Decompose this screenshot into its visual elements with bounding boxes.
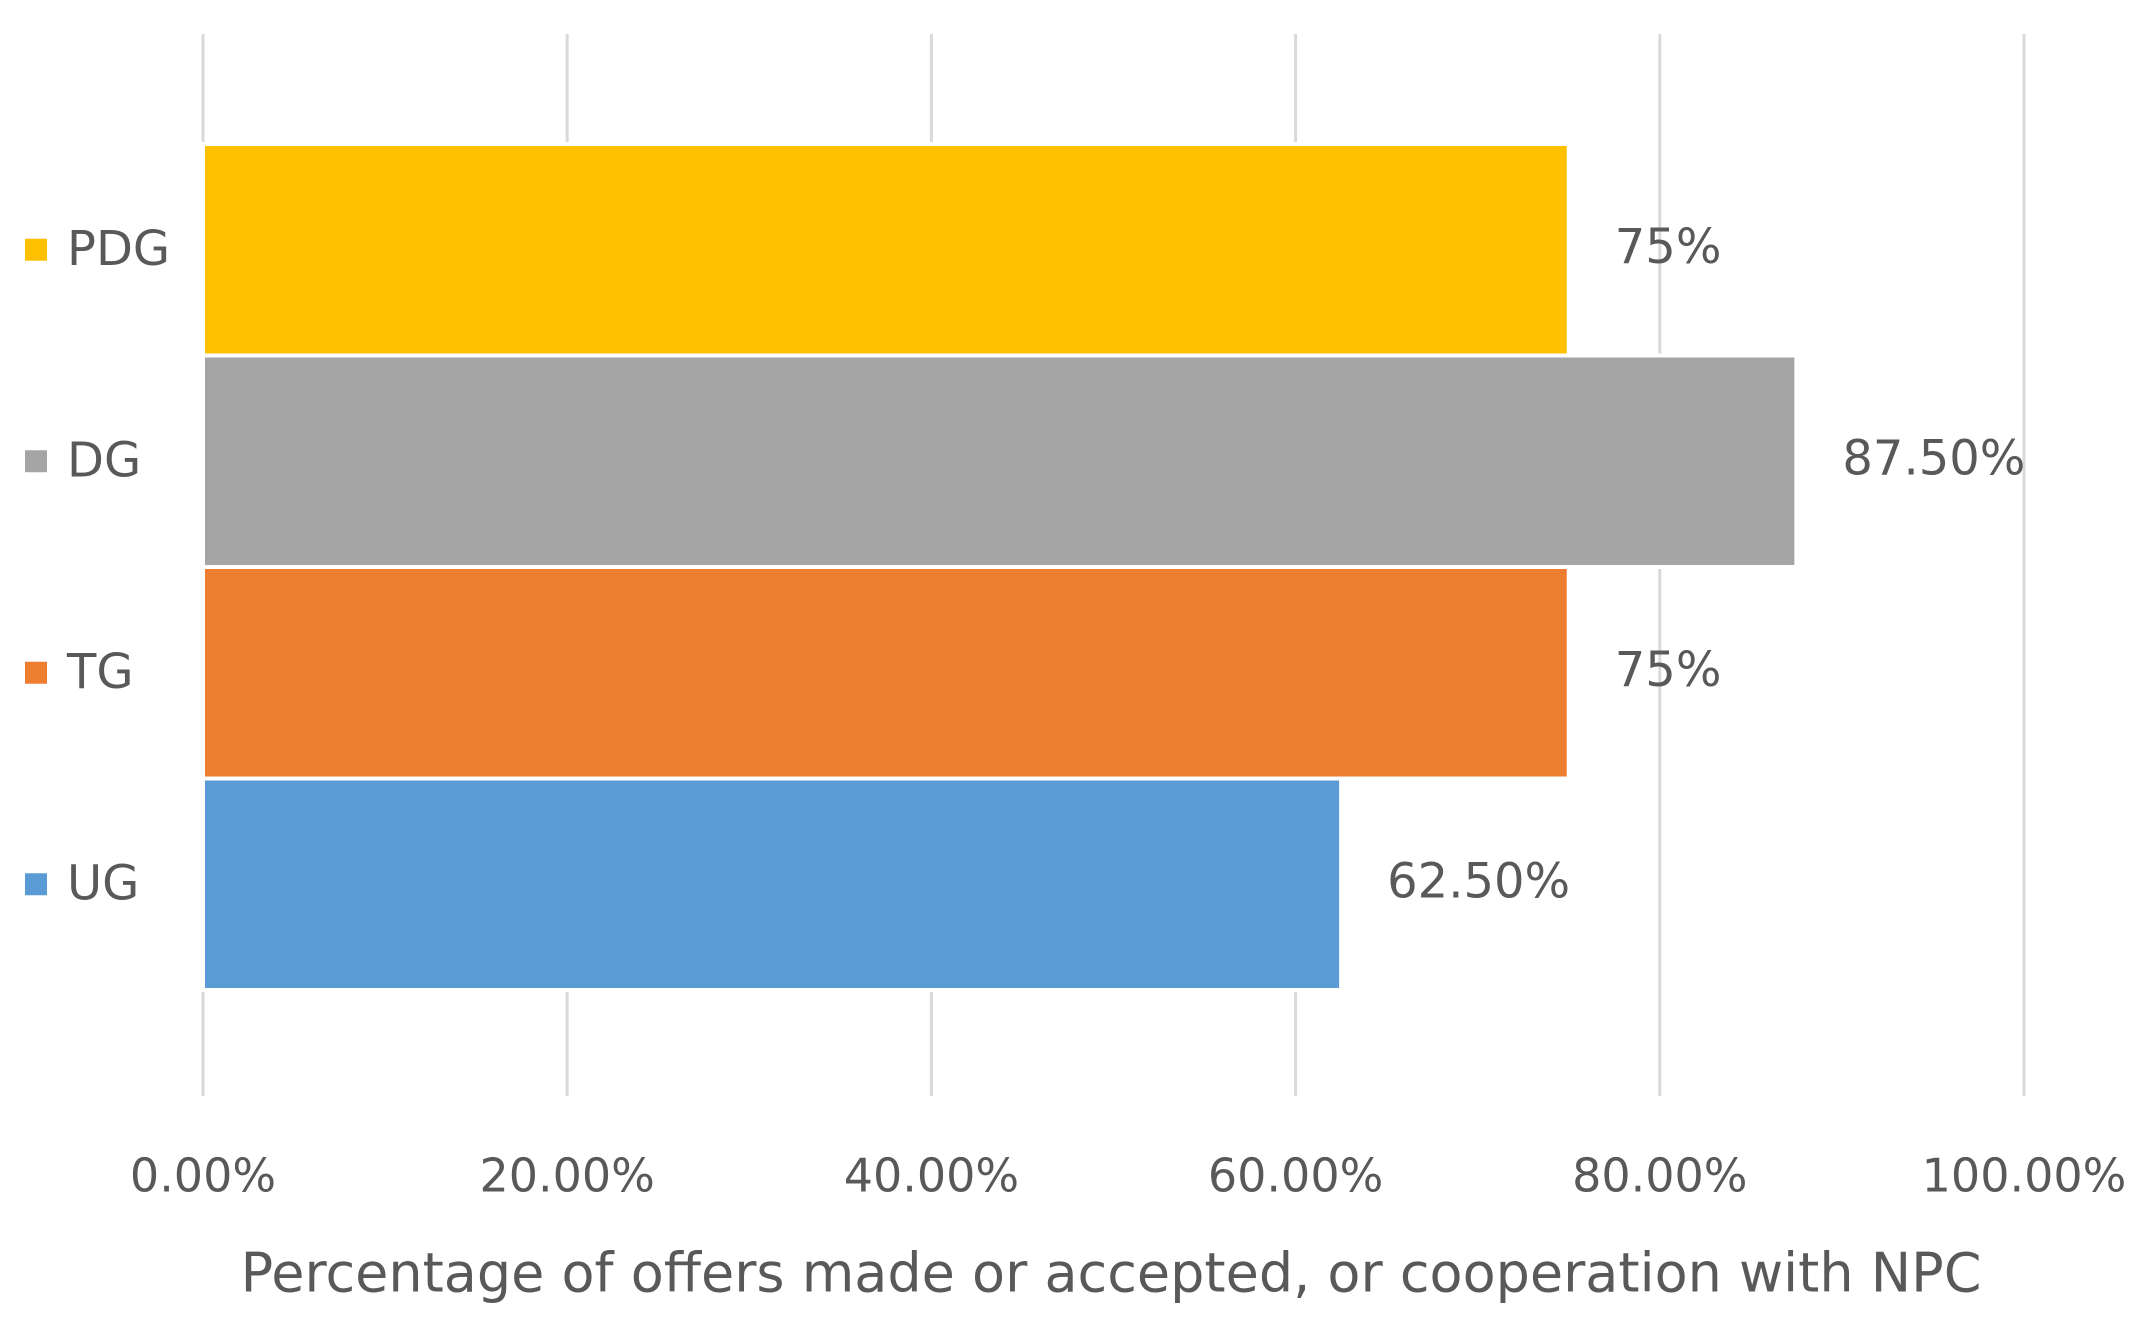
bar (201, 142, 1571, 358)
bar (201, 565, 1571, 781)
x-tick-label: 60.00% (1208, 1149, 1383, 1203)
y-tick-label: TG (66, 644, 134, 700)
x-tick-label: 80.00% (1572, 1149, 1747, 1203)
y-tick-label: UG (67, 855, 139, 911)
x-tick-label: 20.00% (479, 1149, 654, 1203)
x-tick-label: 0.00% (130, 1149, 276, 1203)
x-axis-title: Percentage of offers made or accepted, o… (241, 1242, 1982, 1305)
y-tick-label: PDG (67, 221, 170, 277)
value-label: 87.50% (1842, 430, 2025, 486)
value-label: 62.50% (1387, 853, 1570, 909)
bar (201, 353, 1799, 569)
legend-swatch (25, 661, 47, 684)
value-label: 75% (1615, 219, 1722, 275)
legend-swatch (25, 450, 47, 473)
legend-swatch (25, 238, 47, 261)
legend-swatch (25, 873, 47, 896)
y-tick-label: DG (67, 432, 141, 488)
x-tick-label: 40.00% (844, 1149, 1019, 1203)
bar (201, 776, 1344, 992)
x-tick-label: 100.00% (1922, 1149, 2127, 1203)
value-label: 75% (1615, 642, 1722, 698)
